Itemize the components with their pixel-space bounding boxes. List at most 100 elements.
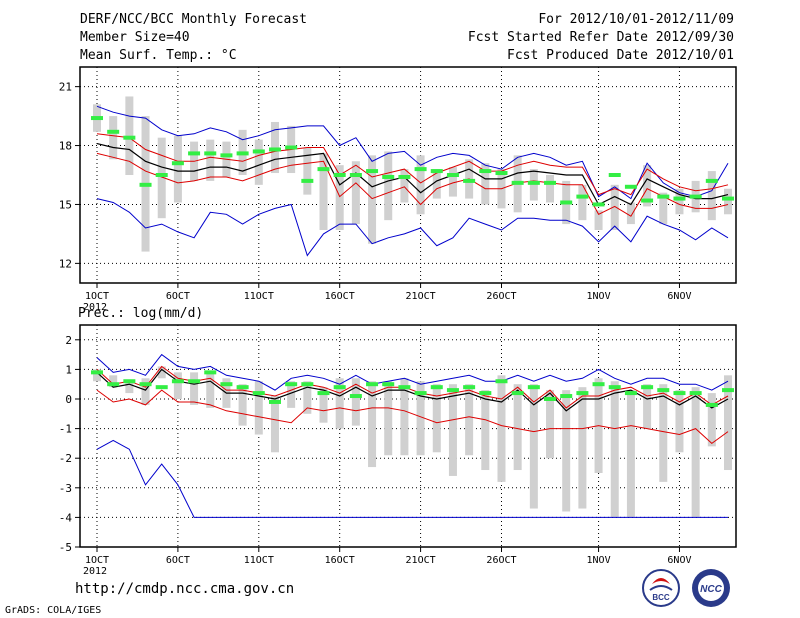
temp-box: [335, 165, 344, 230]
prec-obs-mark: [544, 397, 557, 401]
temp-xtick-label: 16OCT: [325, 291, 355, 302]
prec-box: [400, 378, 409, 456]
temp-xtick-label: 11OCT: [244, 291, 274, 302]
temp-box: [368, 155, 377, 244]
prec-box: [707, 393, 716, 447]
temp-obs-mark: [576, 194, 589, 199]
member-size-label: Member Size=40: [80, 30, 190, 45]
prec-obs-mark: [479, 391, 492, 396]
prec-xtick-label: 6OCT: [166, 555, 190, 566]
temp-box: [578, 184, 587, 221]
prec-box: [416, 381, 425, 456]
temp-obs-mark: [641, 198, 654, 203]
prec-obs-mark: [349, 394, 362, 399]
temp-box: [384, 151, 393, 221]
prec-obs-mark: [107, 382, 120, 387]
ncc-logo: NCC: [692, 569, 730, 607]
prec-obs-mark: [333, 385, 346, 390]
temp-box: [303, 147, 312, 195]
prec-ytick-label: 0: [65, 393, 72, 406]
prec-xtick-label: 16OCT: [325, 555, 355, 566]
prec-box: [465, 384, 474, 456]
prec-box: [206, 372, 215, 408]
temp-obs-mark: [252, 149, 265, 154]
prec-box: [319, 387, 328, 423]
prec-ytick-label: -2: [59, 452, 72, 465]
temp-obs-mark: [446, 173, 459, 177]
temp-xtick-label: 1OCT: [85, 291, 109, 302]
prec-obs-mark: [301, 382, 314, 387]
temp-box: [626, 202, 635, 225]
temp-obs-mark: [624, 184, 637, 189]
prec-upper-line: [96, 365, 729, 409]
prec-obs-mark: [689, 391, 702, 396]
prec-box: [578, 387, 587, 509]
prec-xtick-label: 1NOV: [587, 555, 611, 566]
temp-box: [254, 139, 263, 185]
prec-box: [190, 372, 199, 405]
prec-obs-mark: [722, 388, 734, 393]
temp-obs-mark: [204, 151, 217, 156]
temp-ytick-label: 12: [59, 257, 72, 270]
prec-box: [238, 384, 247, 426]
temp-obs-mark: [349, 173, 362, 177]
prec-obs-mark: [188, 379, 201, 384]
prec-obs-mark: [624, 391, 637, 396]
temp-box: [659, 192, 668, 225]
temp-box: [643, 165, 652, 207]
temp-box: [109, 116, 118, 160]
prec-box: [287, 381, 296, 408]
prec-obs-mark: [592, 382, 605, 387]
temp-obs-mark: [705, 178, 718, 183]
prec-obs-mark: [398, 385, 411, 390]
temp-obs-mark: [317, 167, 330, 172]
temp-box: [173, 135, 182, 203]
prec-box: [513, 384, 522, 471]
produced-date-label: Fcst Produced Date 2012/10/01: [507, 48, 734, 63]
temp-obs-mark: [188, 151, 201, 156]
temp-obs-mark: [463, 178, 476, 183]
ncc-logo-inner: [698, 575, 724, 601]
prec-box: [659, 384, 668, 482]
prec-obs-mark: [204, 370, 217, 375]
temp-box: [448, 167, 457, 197]
prec-obs-mark: [382, 382, 395, 387]
bcc-logo-arc: [649, 585, 673, 591]
temp-box: [724, 188, 732, 215]
prec-obs-mark: [123, 379, 136, 384]
prec-frame: [79, 324, 737, 548]
prec-ytick-label: 2: [65, 334, 72, 347]
prec-obs-mark: [657, 388, 670, 393]
prec-max-line: [96, 353, 729, 391]
prec-box: [610, 381, 619, 518]
temp-obs-mark: [608, 173, 621, 177]
temp-lower-line: [96, 152, 729, 217]
temp-obs-mark: [722, 196, 734, 201]
prec-obs-mark: [527, 385, 540, 390]
temp-box: [707, 171, 716, 221]
temp-obs-mark: [107, 129, 120, 134]
prec-obs-mark: [430, 385, 443, 390]
bcc-logo-text: BCC: [652, 593, 670, 602]
temp-xtick-label: 21OCT: [406, 291, 436, 302]
prec-lower-line: [96, 389, 729, 445]
temp-box: [675, 188, 684, 215]
prec-obs-mark: [560, 394, 573, 399]
prec-box: [529, 384, 538, 509]
temp-obs-mark: [511, 180, 524, 185]
prec-box: [546, 390, 555, 459]
temp-obs-mark: [430, 169, 443, 174]
temp-obs-mark: [155, 173, 168, 177]
prec-obs-mark: [576, 391, 589, 396]
temp-box: [157, 137, 166, 219]
bcc-logo-swirl: [652, 578, 670, 584]
prec-obs-mark: [139, 382, 152, 387]
temp-mean-line: [96, 143, 729, 206]
prec-box: [141, 378, 150, 405]
prec-box: [724, 375, 732, 471]
prec-box: [675, 390, 684, 453]
prec-obs-mark: [220, 382, 233, 387]
prec-obs-mark: [252, 391, 265, 396]
temp-obs-mark: [301, 178, 314, 183]
